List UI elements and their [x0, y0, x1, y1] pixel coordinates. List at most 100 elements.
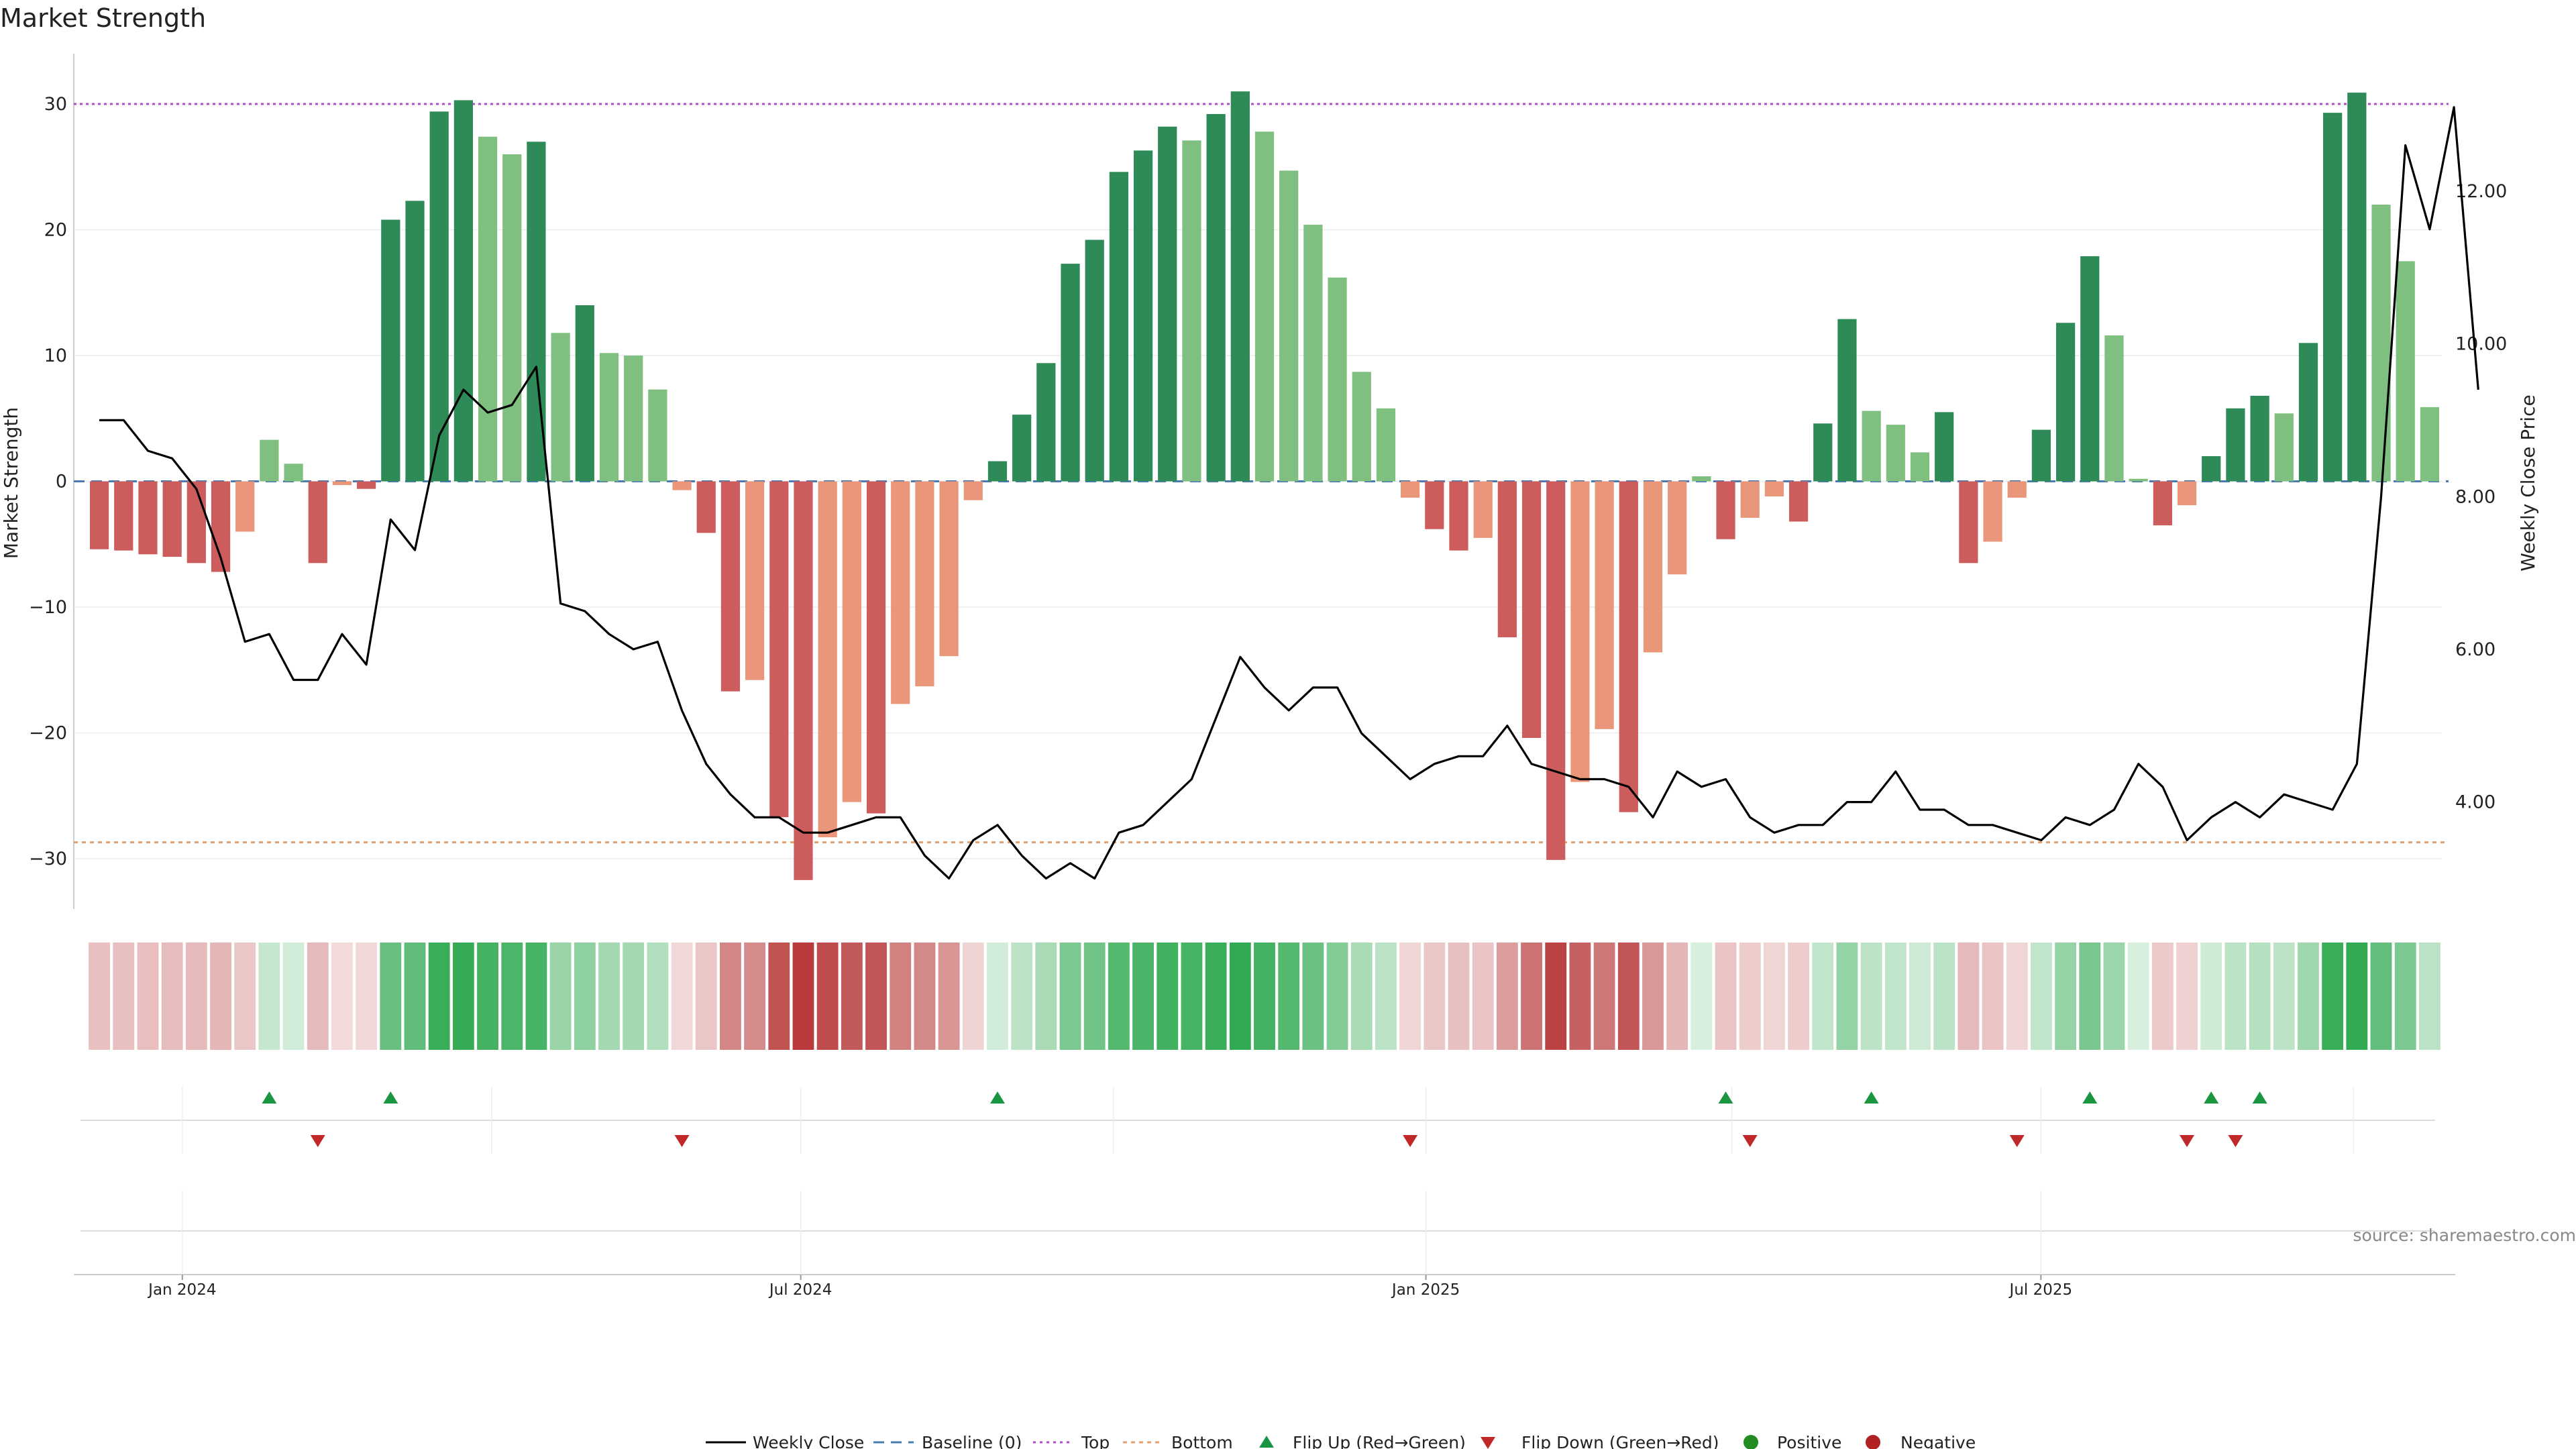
heat-cell: [1812, 943, 1834, 1050]
heat-cell: [1957, 943, 1980, 1050]
legend-flip-down: Flip Down (Green→Red): [1521, 1433, 1719, 1449]
strength-bar: [1401, 481, 1420, 498]
strength-bar: [2420, 407, 2440, 482]
strength-bar: [260, 439, 279, 482]
legend-flip-up-swatch: [1259, 1436, 1274, 1448]
heat-cell: [356, 943, 378, 1050]
strength-bar: [2250, 396, 2269, 482]
flip-up-marker: [1718, 1091, 1733, 1104]
chart-title: Market Strength: [0, 3, 206, 33]
heat-cell: [113, 943, 135, 1050]
heat-cell: [2079, 943, 2101, 1050]
strength-bar: [769, 481, 789, 818]
flip-up-marker: [2082, 1091, 2098, 1104]
strength-bar: [284, 464, 303, 482]
strength-bar: [1230, 91, 1250, 482]
heat-cell: [1108, 943, 1130, 1050]
x-tick-label: Jul 2025: [2008, 1281, 2073, 1299]
strength-heat-strip: [89, 943, 2440, 1050]
heat-cell: [428, 943, 450, 1050]
strength-bar: [478, 136, 498, 482]
x-tick-labels: Jan 2024 Jul 2024 Jan 2025 Jul 2025: [147, 1281, 2072, 1299]
source-note: source: sharemaestro.com: [2353, 1226, 2576, 1245]
strength-bar: [1983, 481, 2002, 542]
heat-cell: [234, 943, 256, 1050]
heat-cell: [282, 943, 305, 1050]
heat-cell: [1690, 943, 1713, 1050]
flip-up-marker: [2204, 1091, 2219, 1104]
strength-bar: [1959, 481, 1978, 564]
y-tick-label-left: 20: [44, 220, 67, 241]
heat-cell: [1593, 943, 1615, 1050]
heat-cell: [1350, 943, 1373, 1050]
heat-cell: [841, 943, 863, 1050]
strength-bar: [1813, 423, 1833, 482]
legend-negative-swatch: [1866, 1435, 1880, 1449]
strength-bar: [2056, 323, 2076, 482]
heat-cell: [1982, 943, 2004, 1050]
strength-bar: [1521, 481, 1542, 738]
strength-bar: [186, 481, 206, 564]
legend-top: Top: [1081, 1433, 1110, 1449]
heat-cell: [137, 943, 159, 1050]
legend-positive-swatch: [1743, 1435, 1758, 1449]
strength-bar: [551, 333, 570, 482]
heat-cell: [890, 943, 912, 1050]
heat-cell: [1205, 943, 1227, 1050]
x-tick-label: Jul 2024: [768, 1281, 833, 1299]
strength-bar: [89, 481, 109, 549]
strength-bar: [2298, 343, 2318, 482]
strength-bar: [1716, 481, 1735, 539]
strength-bar: [1497, 481, 1517, 637]
heat-cell: [1375, 943, 1397, 1050]
x-tick-label: Jan 2024: [147, 1281, 216, 1299]
strength-bar: [1788, 481, 1809, 522]
x-tick-label: Jan 2025: [1391, 1281, 1460, 1299]
strength-bar: [1764, 481, 1784, 496]
strength-bar: [1328, 277, 1347, 482]
heat-cell: [2055, 943, 2077, 1050]
y-tick-labels-right: 12.00 10.00 8.00 6.00 4.00: [2455, 181, 2507, 813]
flip-up-marker: [383, 1091, 398, 1104]
heat-cell: [1035, 943, 1057, 1050]
heat-cell: [380, 943, 402, 1050]
heat-cell: [2394, 943, 2416, 1050]
heat-cell: [2346, 943, 2368, 1050]
legend-bottom: Bottom: [1171, 1433, 1233, 1449]
heat-cell: [1254, 943, 1275, 1050]
strength-bar: [1109, 172, 1128, 482]
heat-cell: [962, 943, 984, 1050]
heat-cell: [331, 943, 353, 1050]
strength-bar: [405, 201, 425, 482]
heat-cell: [2298, 943, 2319, 1050]
heat-cell: [1521, 943, 1542, 1050]
strength-bar: [1473, 481, 1493, 538]
heat-cell: [768, 943, 790, 1050]
strength-bar: [162, 481, 182, 557]
heat-cell: [477, 943, 498, 1050]
strength-bar: [1449, 481, 1468, 551]
flip-down-marker: [2009, 1135, 2025, 1147]
strength-bar: [987, 461, 1008, 482]
strength-bar: [866, 481, 886, 814]
strength-bar: [2226, 408, 2245, 482]
strength-bar: [1570, 481, 1590, 782]
legend-baseline: Baseline (0): [922, 1433, 1022, 1449]
legend-positive: Positive: [1777, 1433, 1841, 1449]
weekly-close-line: [99, 106, 2479, 880]
heat-cell: [2370, 943, 2392, 1050]
strength-bar: [745, 481, 765, 680]
strength-bar: [891, 481, 910, 704]
heat-cell: [1278, 943, 1300, 1050]
heat-cell: [744, 943, 766, 1050]
strength-bars: [89, 91, 2440, 880]
flip-up-marker: [262, 1091, 277, 1104]
heat-cell: [1933, 943, 1955, 1050]
strength-bar: [818, 481, 837, 838]
y-axis-label-left: Market Strength: [0, 407, 22, 559]
heat-cell: [1642, 943, 1664, 1050]
strength-bar: [2129, 478, 2148, 482]
strength-bar: [2396, 261, 2415, 482]
y-tick-label-left: −10: [29, 597, 67, 618]
